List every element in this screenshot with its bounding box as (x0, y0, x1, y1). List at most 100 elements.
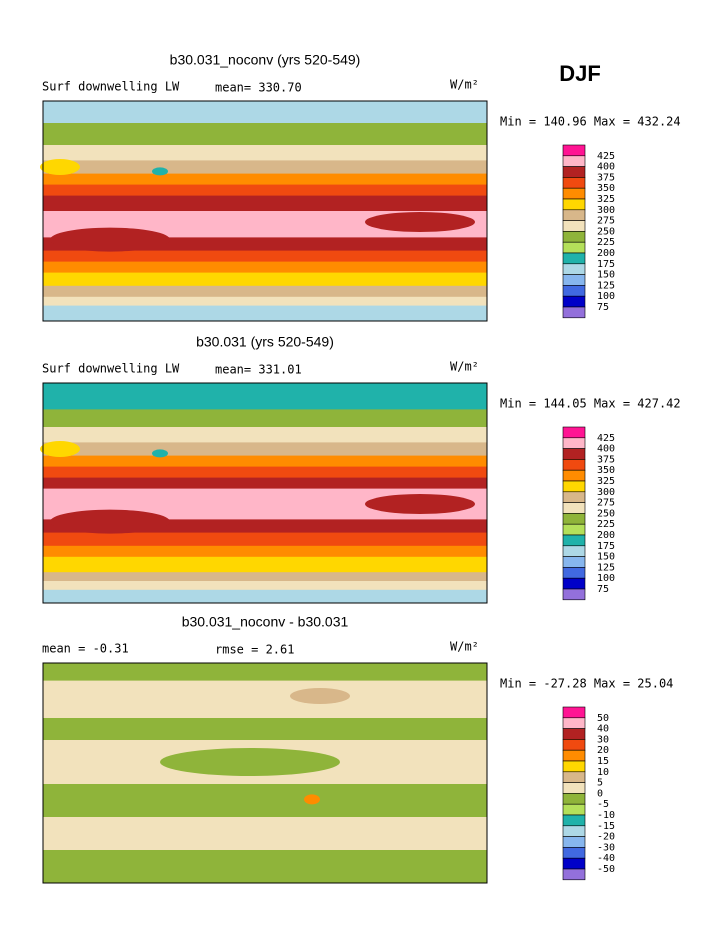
colorbar-label: 350 (597, 183, 615, 194)
colorbar-label: 425 (597, 151, 615, 162)
colorbar-box (562, 502, 586, 514)
colorbar-label: 150 (597, 270, 615, 281)
colorbar-label: 250 (597, 226, 615, 237)
map-band (43, 272, 487, 287)
colorbar-box (562, 706, 586, 719)
colorbar-label: 50 (597, 713, 609, 724)
colorbar-label: 0 (597, 788, 603, 799)
colorbar-box (562, 155, 586, 167)
map-feature (152, 167, 168, 176)
colorbar-label: 200 (597, 248, 615, 259)
colorbar-box (562, 306, 586, 319)
colorbar-label: 400 (597, 444, 615, 455)
map-band (43, 572, 487, 582)
min-max: Min = 140.96 Max = 432.24 (500, 115, 681, 129)
colorbar-label: 375 (597, 454, 615, 465)
colorbar-box (562, 295, 586, 308)
colorbar-label: 40 (597, 724, 609, 735)
colorbar-box (562, 847, 586, 859)
colorbar-box (562, 782, 586, 794)
map-band (43, 409, 487, 428)
colorbar-box (562, 437, 586, 449)
map-feature (40, 441, 80, 457)
panel-title: b30.031_noconv (yrs 520-549) (170, 52, 361, 68)
colorbar-box (562, 793, 586, 805)
colorbar-box (562, 760, 586, 773)
map-band (43, 305, 487, 322)
colorbar-label: 300 (597, 205, 615, 216)
colorbar-label: -5 (597, 799, 609, 810)
colorbar-label: 350 (597, 465, 615, 476)
map-feature (365, 212, 475, 232)
map-band (43, 718, 487, 741)
map-band (43, 556, 487, 573)
map-feature (40, 159, 80, 175)
map-band (43, 442, 487, 457)
colorbar-label: 125 (597, 562, 615, 573)
colorbar-label: 5 (597, 778, 603, 789)
map-band (43, 817, 487, 851)
map-band (43, 296, 487, 307)
map-band (43, 195, 487, 212)
season-label: DJF (559, 61, 601, 86)
map-band (43, 663, 487, 682)
colorbar-label: -30 (597, 842, 615, 853)
map-band (43, 160, 487, 175)
map-band (43, 581, 487, 591)
map-frame (42, 382, 488, 604)
colorbar-box (562, 198, 586, 211)
colorbar-box (562, 144, 586, 157)
map-band (43, 261, 487, 274)
colorbar-label: 275 (597, 216, 615, 227)
colorbar-box (562, 187, 586, 200)
map-band (43, 145, 487, 161)
colorbar-box (562, 480, 586, 493)
colorbar-box (562, 717, 586, 729)
colorbar-box (562, 803, 586, 816)
colorbar-box (562, 728, 586, 740)
panel-center-label: mean= 330.70 (215, 81, 302, 95)
colorbar-label: 325 (597, 194, 615, 205)
colorbar-box (562, 209, 586, 221)
map-band (43, 123, 487, 146)
map-feature (152, 449, 168, 458)
colorbar-box (562, 469, 586, 482)
colorbar-box (562, 166, 586, 178)
map-feature (50, 227, 170, 252)
colorbar-box (562, 513, 586, 525)
map (40, 382, 488, 604)
colorbar-label: 30 (597, 734, 609, 745)
colorbar-box (562, 252, 586, 265)
colorbar-box (562, 567, 586, 579)
panel-left-label: Surf downwelling LW (42, 80, 180, 94)
panel-left-label: mean = -0.31 (42, 642, 129, 656)
colorbar-label: 125 (597, 280, 615, 291)
colorbar-label: 325 (597, 476, 615, 487)
colorbar-label: 20 (597, 745, 609, 756)
colorbar-box (562, 545, 586, 557)
colorbar-box (562, 836, 586, 848)
panel-title: b30.031 (yrs 520-549) (196, 334, 334, 350)
colorbar-label: -10 (597, 810, 615, 821)
colorbar-box (562, 459, 586, 471)
colorbar-box (562, 857, 586, 870)
colorbar-box (562, 426, 586, 439)
colorbar-label: 425 (597, 433, 615, 444)
map-band (43, 250, 487, 263)
colorbar-box (562, 556, 586, 568)
map-band (43, 427, 487, 443)
map-band (43, 455, 487, 468)
map-band (43, 285, 487, 298)
panel-center-label: mean= 331.01 (215, 363, 302, 377)
colorbar-label: 75 (597, 584, 609, 595)
panel-left-label: Surf downwelling LW (42, 362, 180, 376)
colorbar-box (562, 739, 586, 751)
units: W/m² (450, 640, 479, 654)
units: W/m² (450, 360, 479, 374)
map-feature (304, 794, 320, 805)
map-band (43, 545, 487, 558)
colorbar-label: 175 (597, 259, 615, 270)
map-frame (42, 662, 488, 884)
colorbar-label: 10 (597, 767, 609, 778)
